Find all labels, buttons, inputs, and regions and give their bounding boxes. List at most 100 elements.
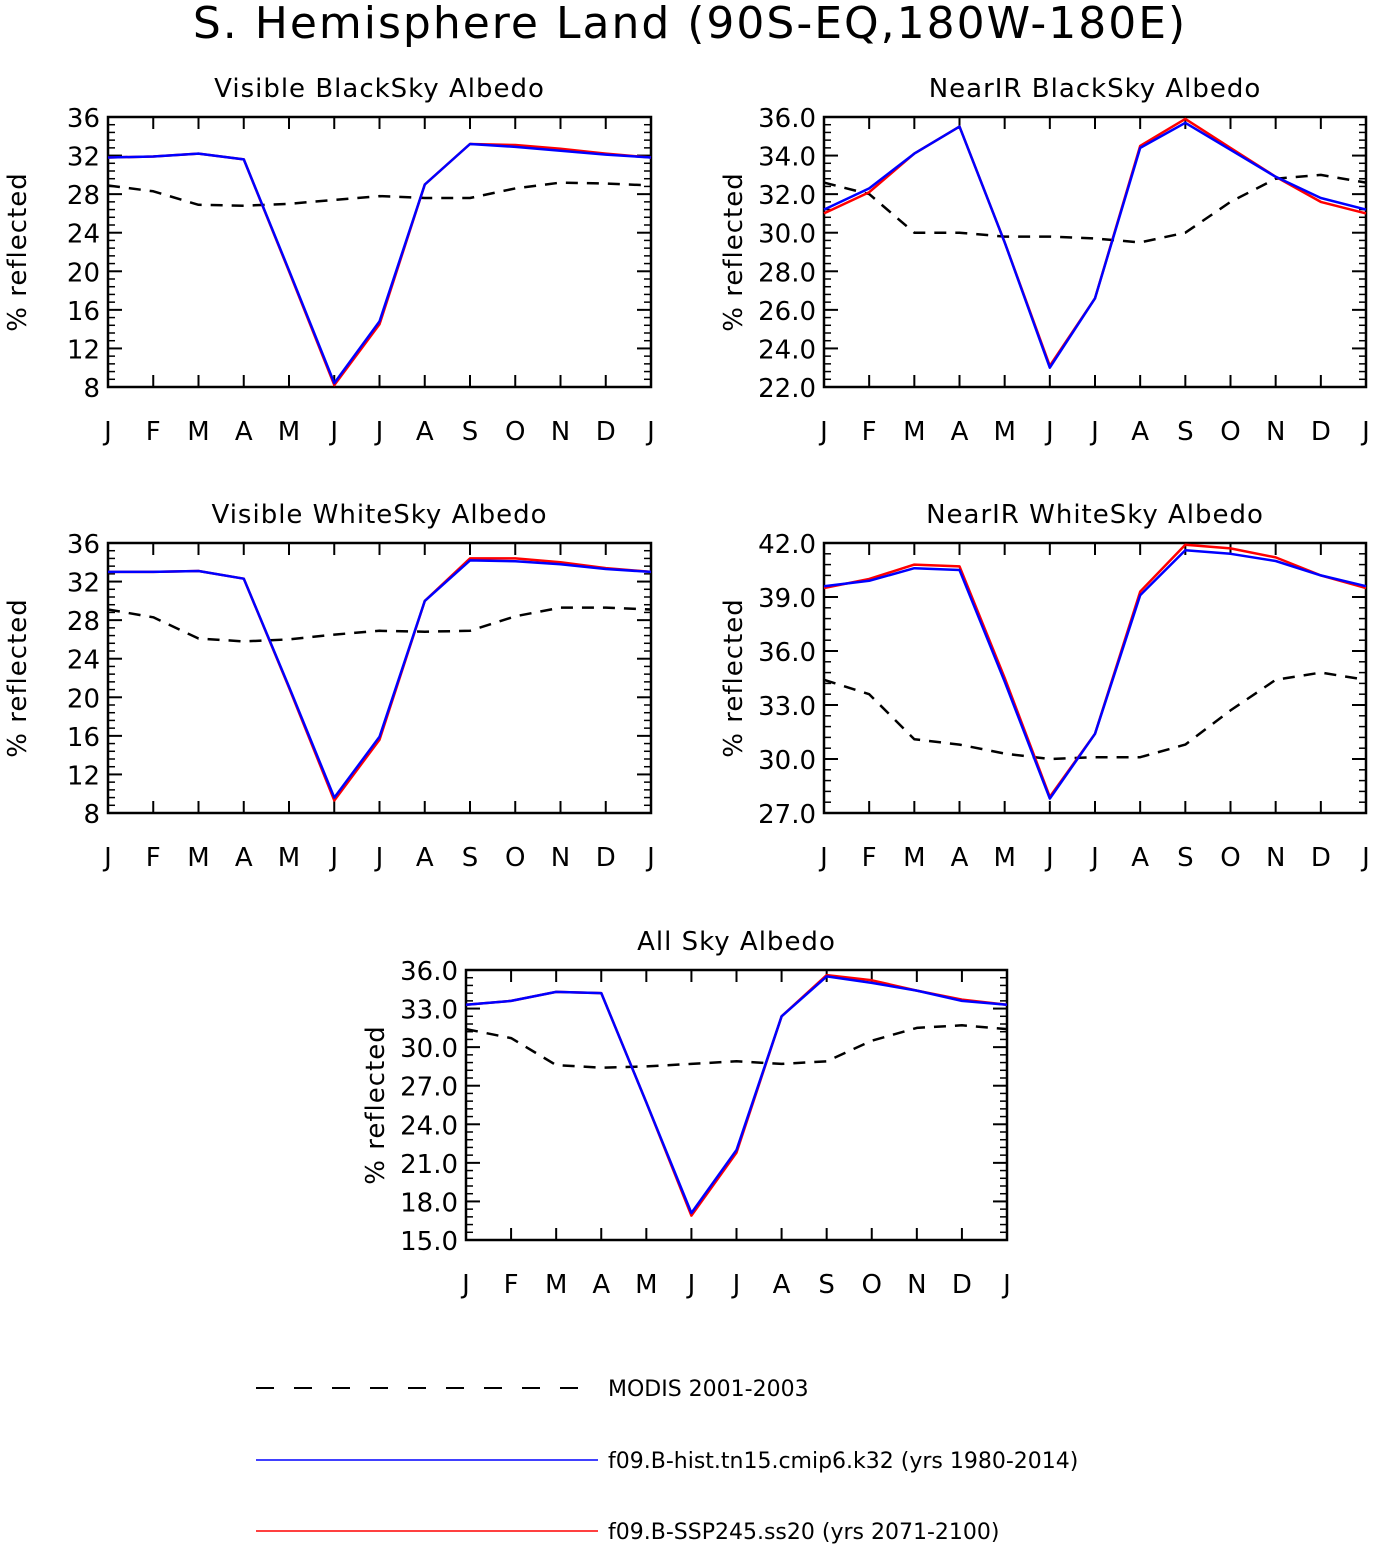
x-tick-label: J (374, 417, 384, 447)
x-tick-label: N (1266, 417, 1285, 447)
y-tick-label: 26.0 (758, 297, 816, 327)
x-tick-label: J (1360, 843, 1370, 873)
legend-label: MODIS 2001-2003 (608, 1377, 809, 1402)
series-line-f09-b-hist-tn15-cmip6-k32 (465, 975, 1008, 1215)
x-tick-label: A (1131, 417, 1149, 447)
x-tick-label: J (686, 1270, 696, 1300)
x-tick-label: D (596, 417, 616, 447)
x-tick-label: D (1311, 843, 1331, 873)
panel-title: NearIR WhiteSky Albedo (926, 500, 1264, 530)
series-line-f09-b-ssp245-ss20 (823, 543, 1367, 799)
x-tick-label: S (462, 417, 479, 447)
panel-1: Visible BlackSky Albedo % reflected 8 12 16 2… (3, 74, 655, 447)
x-tick-label: D (952, 1270, 972, 1300)
y-tick-label: 36.0 (400, 957, 458, 987)
plot-frame (106, 541, 653, 815)
panel-title: Visible WhiteSky Albedo (211, 500, 547, 530)
x-tick-label: D (1311, 417, 1331, 447)
x-tick-label: M (903, 843, 925, 873)
x-tick-label: S (1177, 843, 1194, 873)
y-tick-label: 28 (67, 181, 100, 211)
y-tick-label: 36 (67, 530, 100, 560)
x-tick-label: J (1089, 843, 1099, 873)
x-tick-label: F (146, 417, 161, 447)
y-tick-label: 16 (67, 297, 100, 327)
x-tick-label: M (993, 417, 1015, 447)
plot-panels: Visible BlackSky Albedo % reflected 8 12 16 2… (3, 74, 1370, 1300)
y-tick-label: 30.0 (400, 1034, 458, 1064)
x-tick-label: M (993, 843, 1015, 873)
x-tick-label: A (951, 417, 969, 447)
x-tick-label: J (818, 417, 828, 447)
x-tick-label: O (1220, 417, 1240, 447)
y-tick-label: 24.0 (758, 335, 816, 365)
y-axis-label: % reflected (361, 1025, 391, 1184)
series-line-f09-b-hist-tn15-cmip6-k32 (108, 559, 652, 799)
x-tick-label: J (731, 1270, 741, 1300)
legend-label: f09.B-SSP245.ss20 (yrs 2071-2100) (608, 1520, 999, 1545)
x-tick-label: A (235, 843, 253, 873)
panel-2: NearIR BlackSky Albedo % reflected 22.0 24.… (719, 74, 1370, 447)
x-tick-label: J (1044, 843, 1054, 873)
figure-title: S. Hemisphere Land (90S-EQ,180W-180E) (193, 0, 1187, 49)
y-tick-label: 12 (67, 761, 100, 791)
series-line-f09-b-hist-tn15-cmip6-k32 (823, 121, 1367, 369)
y-tick-label: 22.0 (758, 374, 816, 404)
y-tick-label: 12 (67, 335, 100, 365)
x-tick-label: A (773, 1270, 791, 1300)
y-tick-label: 39.0 (758, 584, 816, 614)
x-tick-label: M (187, 417, 209, 447)
y-tick-label: 21.0 (400, 1150, 458, 1180)
y-tick-label: 33.0 (758, 692, 816, 722)
y-tick-label: 33.0 (400, 996, 458, 1026)
series-line-f09-b-hist-tn15-cmip6-k32 (107, 142, 652, 385)
y-tick-label: 32.0 (758, 181, 816, 211)
series-line-f09-b-ssp245-ss20 (465, 973, 1008, 1217)
y-tick-label: 27.0 (758, 800, 816, 830)
x-tick-label: J (102, 843, 112, 873)
x-tick-label: J (645, 843, 655, 873)
series-line-modis (823, 671, 1367, 761)
y-tick-label: 20 (67, 684, 100, 714)
y-tick-label: 42.0 (758, 530, 816, 560)
x-tick-label: A (951, 843, 969, 873)
y-tick-label: 28 (67, 607, 100, 637)
panel-title: Visible BlackSky Albedo (214, 74, 545, 104)
x-tick-label: S (462, 843, 479, 873)
x-tick-label: M (278, 417, 300, 447)
y-tick-label: 24.0 (400, 1111, 458, 1141)
y-axis-label: % reflected (719, 598, 749, 757)
x-tick-label: M (545, 1270, 567, 1300)
x-tick-label: A (416, 843, 434, 873)
y-tick-label: 18.0 (400, 1188, 458, 1218)
x-tick-label: O (862, 1270, 882, 1300)
plot-frame (822, 115, 1368, 389)
plot-frame (106, 115, 653, 389)
y-axis-label: % reflected (3, 598, 33, 757)
x-tick-label: F (862, 417, 877, 447)
x-tick-label: J (328, 843, 338, 873)
y-tick-label: 8 (83, 800, 100, 830)
x-tick-label: J (1360, 417, 1370, 447)
y-tick-label: 36.0 (758, 638, 816, 668)
y-tick-label: 32 (67, 569, 100, 599)
x-tick-label: O (505, 417, 525, 447)
legend: MODIS 2001-2003 f09.B-hist.tn15.cmip6.k32… (256, 1377, 1078, 1545)
x-tick-label: S (1177, 417, 1194, 447)
series-line-f09-b-ssp245-ss20 (108, 557, 652, 802)
x-tick-label: J (818, 843, 828, 873)
x-tick-label: S (818, 1270, 835, 1300)
y-tick-label: 30.0 (758, 746, 816, 776)
series-line-modis (823, 173, 1367, 244)
x-tick-label: A (416, 417, 434, 447)
x-tick-label: F (862, 843, 877, 873)
y-tick-label: 24 (67, 220, 100, 250)
y-tick-label: 15.0 (400, 1227, 458, 1257)
x-tick-label: A (235, 417, 253, 447)
x-tick-label: J (102, 417, 112, 447)
y-tick-label: 24 (67, 646, 100, 676)
series-line-modis (107, 181, 652, 207)
x-tick-label: D (596, 843, 616, 873)
panel-3: Visible WhiteSky Albedo % reflected 8 12 16 2… (3, 500, 655, 873)
